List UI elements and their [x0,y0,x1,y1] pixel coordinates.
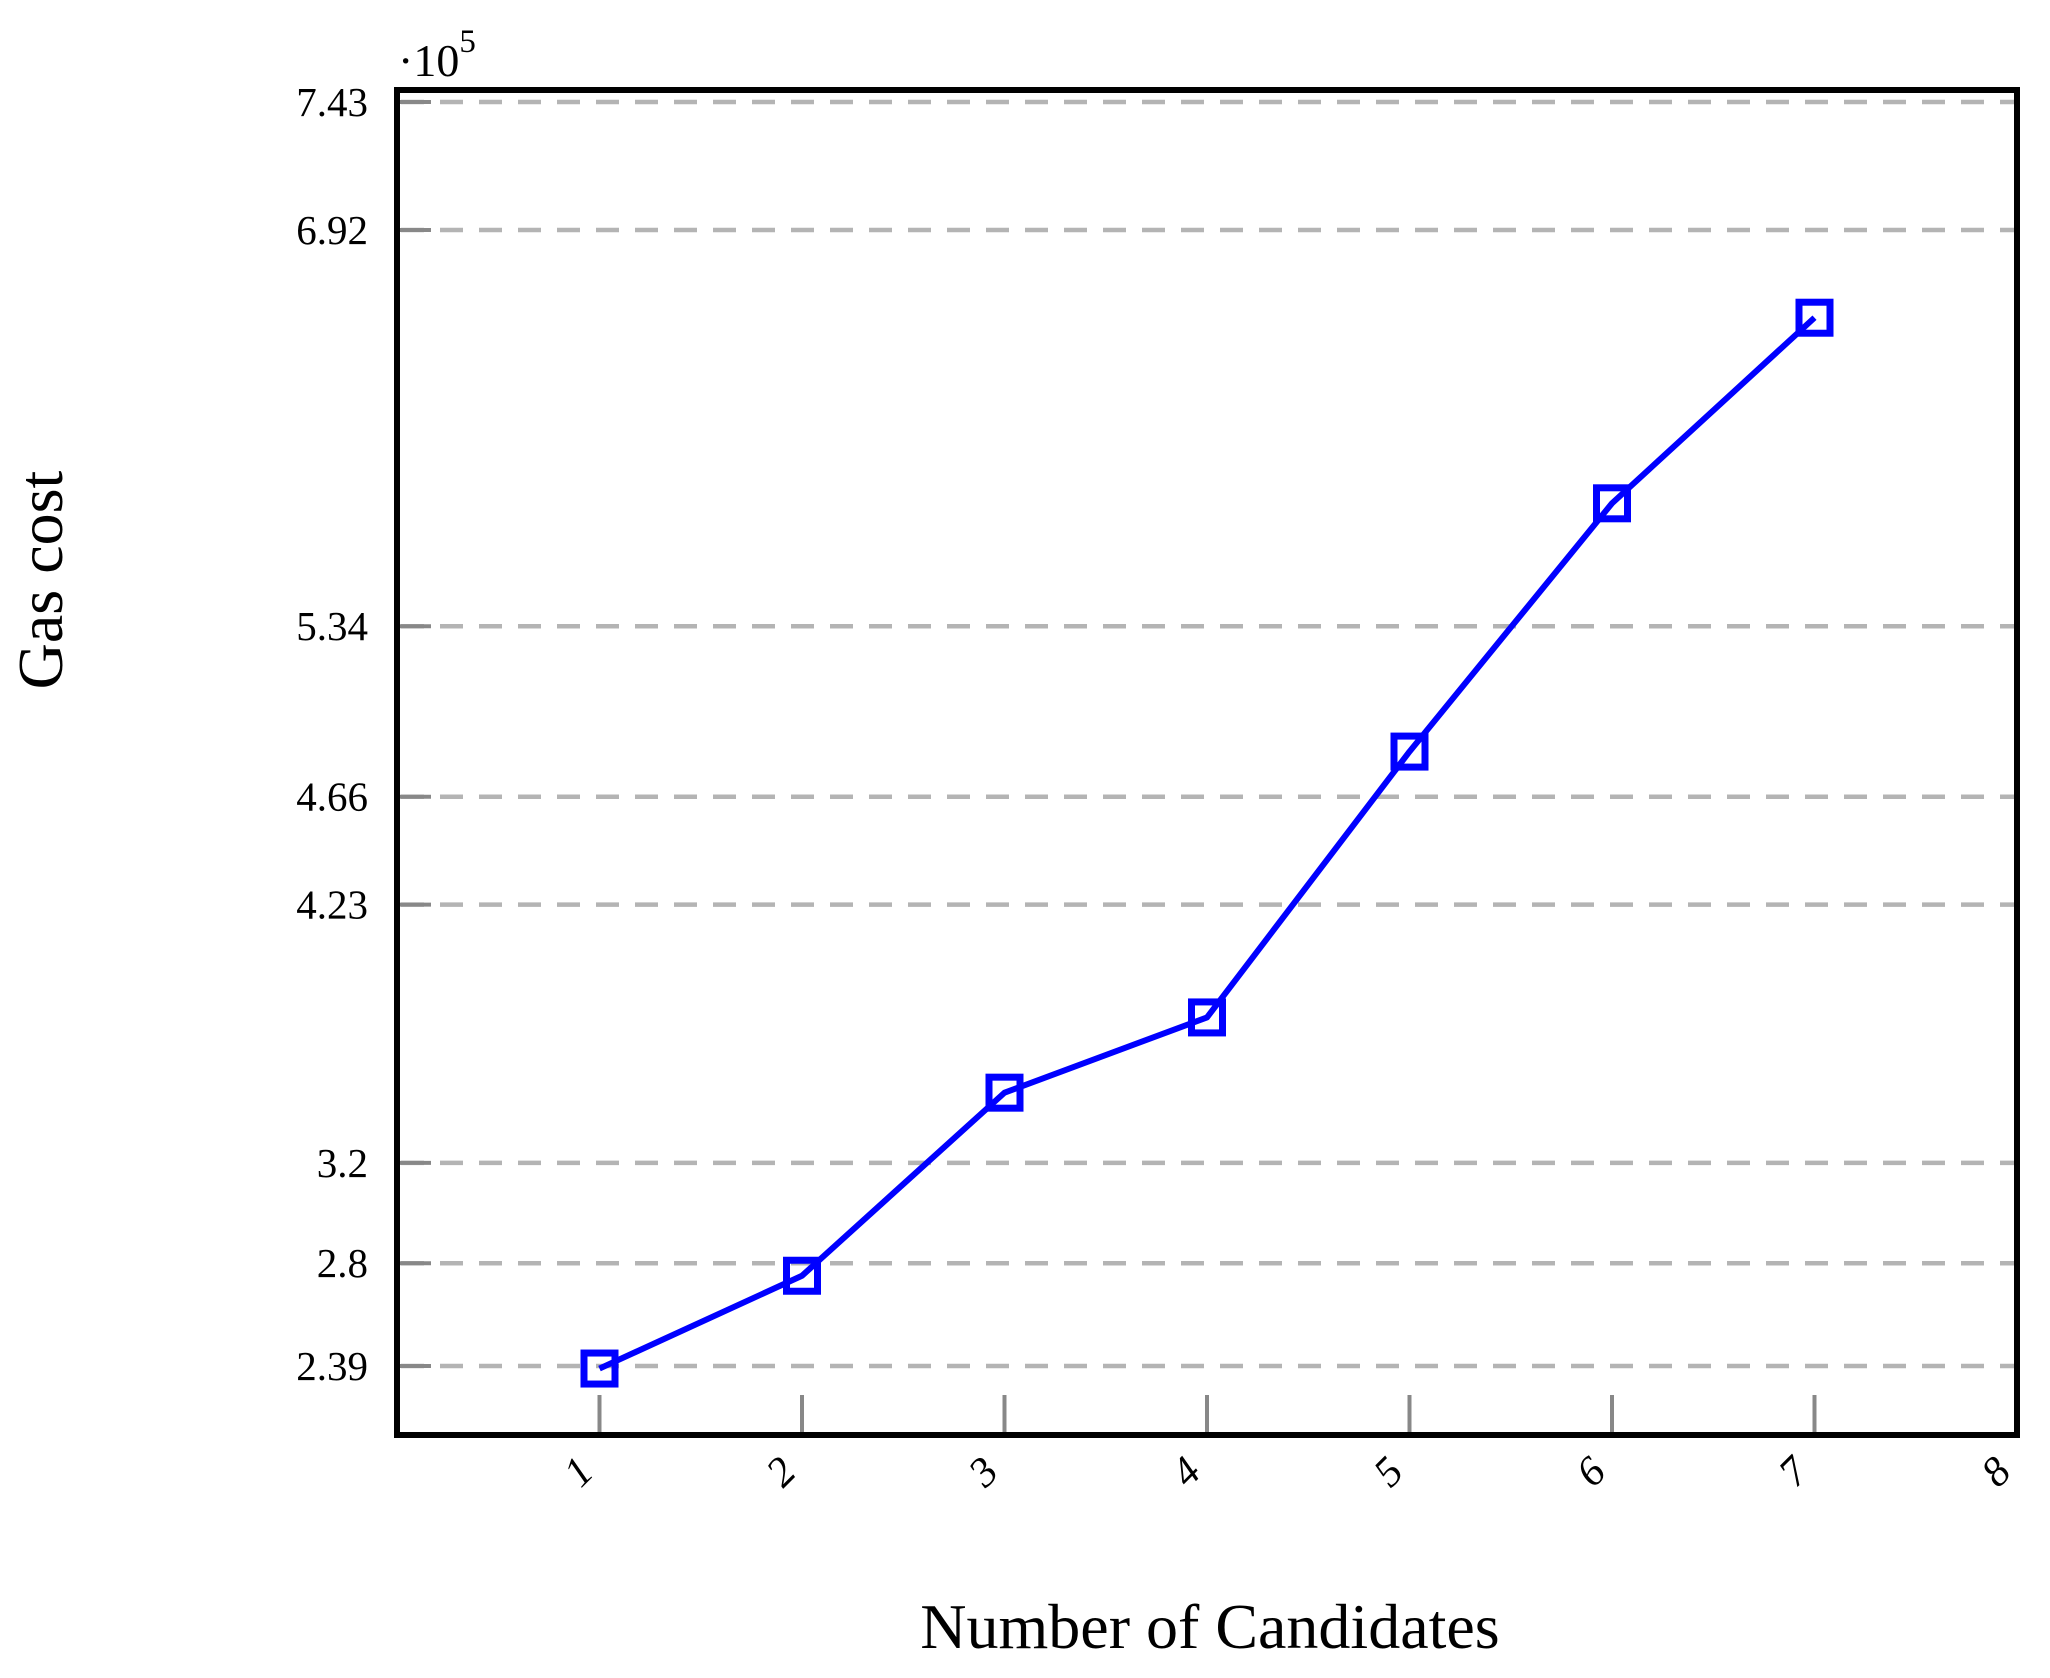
y-tick-label: 3.2 [317,1140,368,1186]
x-tick-label: 7 [1770,1447,1819,1496]
tick-layer [399,100,2019,1433]
y-tick-label: 2.8 [317,1240,368,1286]
data-point-marker [1188,998,1226,1037]
y-tick-label: 6.92 [296,207,368,253]
x-tick-label: 1 [555,1449,602,1496]
gridline-layer [401,99,2014,1369]
y-axis-multiplier: ·105 [398,24,476,86]
y-axis-label: Gas cost [5,470,76,689]
data-point-marker [1795,298,1834,337]
y-tick-label: 5.34 [296,603,368,649]
y-tick-label: 7.43 [296,79,368,125]
data-line [598,315,1817,1372]
y-tick-label: 2.39 [296,1343,368,1389]
data-point-marker [985,1073,1024,1112]
x-axis-label: Number of Candidates [920,1591,1499,1662]
x-tick-label: 5 [1365,1449,1412,1496]
y-tick-label: 4.66 [296,774,368,820]
x-tick-label: 8 [1973,1449,2020,1496]
x-tick-label: 6 [1568,1449,1615,1496]
data-point-marker [783,1256,821,1295]
axis-frame-layer [394,87,2020,1438]
data-point-marker [1593,484,1631,523]
x-tick-label: 4 [1163,1449,1210,1496]
x-tick-label: 3 [959,1449,1007,1497]
plot-frame [394,87,2020,1438]
data-series-layer [580,298,1834,1388]
data-point-marker [580,1349,619,1388]
x-tick-label: 2 [758,1449,805,1496]
tick-label-layer: 2.39 2.8 3.2 4.23 4.66 5.34 6.92 7.43 1 2 3 4 5 6 7 8 [296,79,2020,1497]
y-tick-label: 4.23 [296,882,368,928]
data-point-marker [1390,732,1429,771]
